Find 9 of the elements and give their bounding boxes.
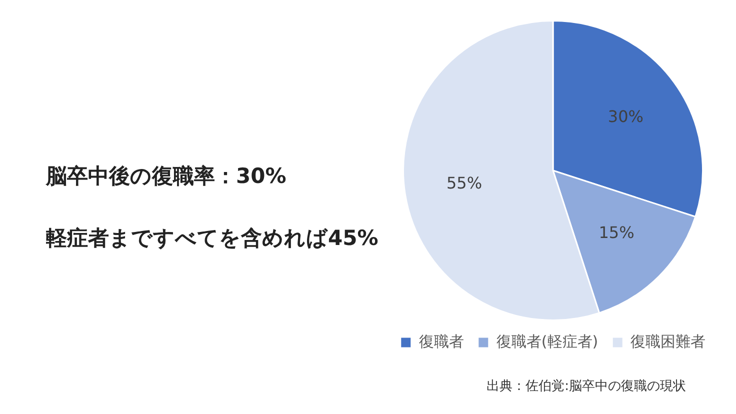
- text: 軽症者まですべてを含めれば45%: [46, 225, 378, 252]
- data-label: 15%: [598, 223, 634, 242]
- data-label: 30%: [608, 106, 644, 126]
- legend-label: 復職者(軽症者): [496, 332, 598, 350]
- legend-label: 復職者: [418, 332, 464, 350]
- data-label: 55%: [446, 174, 482, 193]
- text: 脳卒中後の復職率：30%: [46, 163, 286, 190]
- source-note: 出典：佐伯覚:脳卒中の復職の現状: [486, 378, 686, 395]
- legend-label: 復職困難者: [630, 332, 706, 350]
